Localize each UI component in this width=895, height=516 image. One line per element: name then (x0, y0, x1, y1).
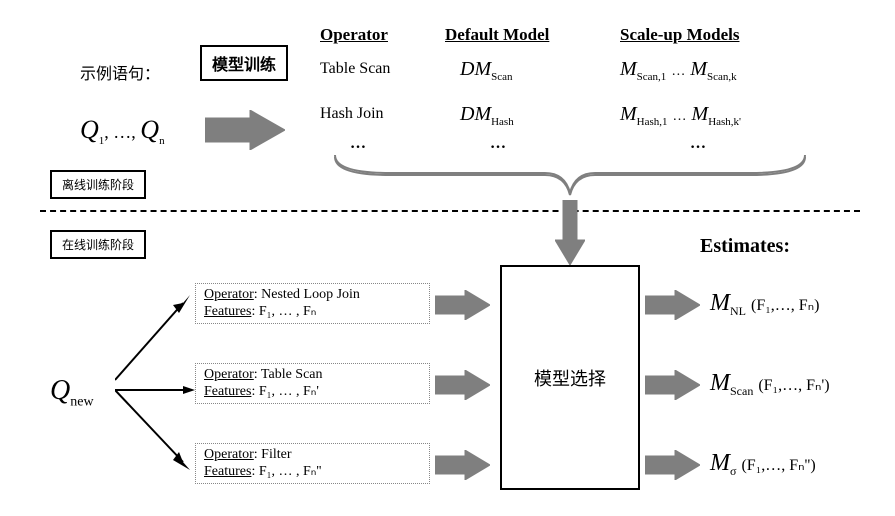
model-select-box: 模型选择 (500, 265, 640, 490)
in-arrow-3 (435, 450, 490, 480)
estimates-label: Estimates: (700, 235, 790, 258)
in-arrow-1 (435, 290, 490, 320)
out-arrow-1 (645, 290, 700, 320)
ellipsis-3: … (690, 135, 708, 153)
task-box-2: Operator: Table Scan Features: F₁, … , F… (195, 363, 430, 404)
estimate-3: Mσ (F₁,…, Fₙ'') (710, 450, 816, 479)
ellipsis-2: … (490, 135, 508, 153)
col-default: Default Model (445, 25, 549, 45)
in-arrow-2 (435, 370, 490, 400)
down-arrow-icon (555, 200, 585, 265)
diverge-arrow-3 (115, 390, 195, 475)
online-phase-box: 在线训练阶段 (50, 230, 146, 259)
row2-scale: MHash,1 … MHash,k' (620, 103, 741, 128)
estimate-1: MNL (F₁,…, Fₙ) (710, 290, 819, 319)
col-operator: Operator (320, 25, 388, 45)
task-box-1: Operator: Nested Loop Join Features: F₁,… (195, 283, 430, 324)
row1-default: DMScan (460, 58, 513, 83)
row1-scale: MScan,1 … MScan,k (620, 58, 737, 83)
offline-phase-box: 离线训练阶段 (50, 170, 146, 199)
q-formula: Q1, …, Qn (80, 115, 165, 147)
ellipsis-1: … (350, 135, 368, 153)
q-new: Qnew (50, 375, 94, 411)
training-box: 模型训练 (200, 45, 288, 81)
row2-default: DMHash (460, 103, 514, 128)
row2-operator: Hash Join (320, 105, 384, 123)
col-scaleup: Scale-up Models (620, 25, 739, 45)
row1-operator: Table Scan (320, 60, 390, 78)
task-box-3: Operator: Filter Features: F₁, … , Fₙ'' (195, 443, 430, 484)
estimate-2: MScan (F₁,…, Fₙ') (710, 370, 830, 399)
diverge-arrow-1 (115, 295, 195, 385)
out-arrow-3 (645, 450, 700, 480)
big-arrow-icon (205, 110, 285, 150)
out-arrow-2 (645, 370, 700, 400)
dashed-separator (40, 210, 860, 212)
example-label: 示例语句： (80, 60, 160, 84)
